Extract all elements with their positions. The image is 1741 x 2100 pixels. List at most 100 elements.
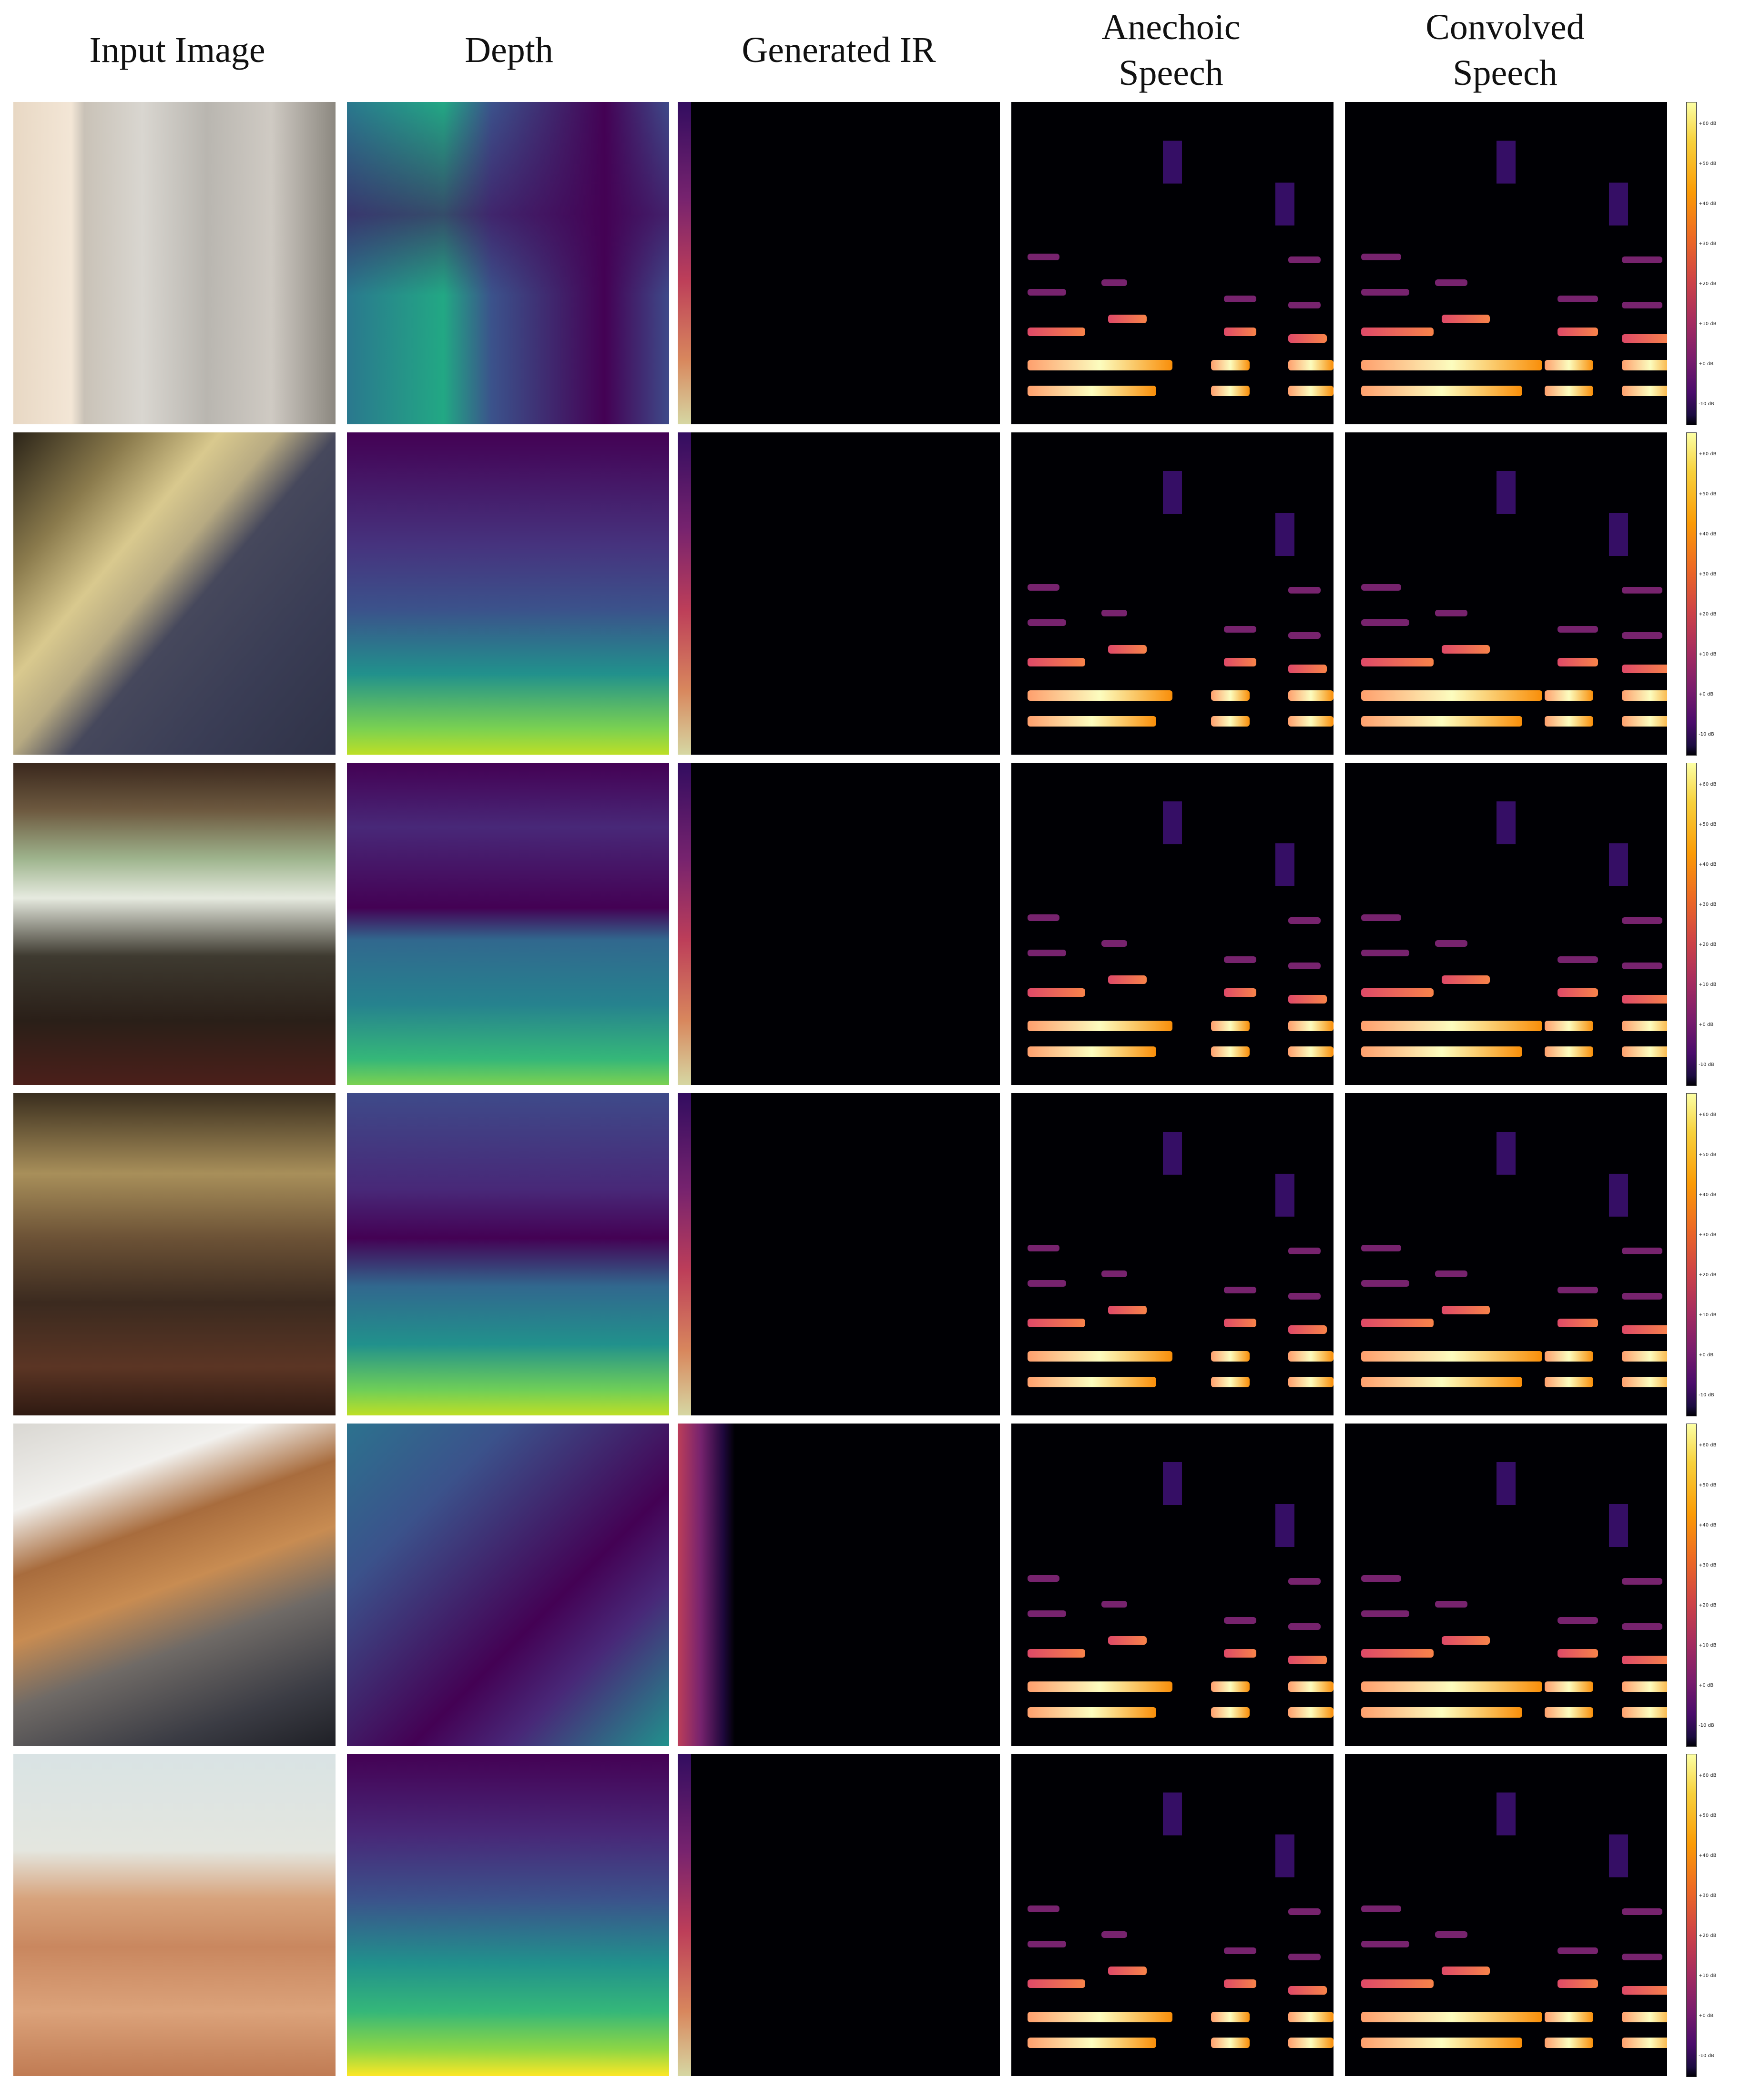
colorbar xyxy=(1686,1424,1697,1747)
anechoic-spectrogram xyxy=(1011,102,1334,424)
spectrogram-band xyxy=(1211,1020,1250,1031)
depth-map xyxy=(347,1093,669,1415)
spectrogram-band xyxy=(1027,658,1086,667)
spectrogram-band xyxy=(1558,295,1598,302)
colorbar-tick-label: -10 dB xyxy=(1699,2053,1714,2059)
spectrogram-band xyxy=(1211,1681,1250,1692)
spectrogram-band xyxy=(1558,1649,1598,1658)
colorbar-tick-label: +20 dB xyxy=(1699,612,1717,617)
spectrogram-band xyxy=(1108,1967,1147,1976)
colorbar-tick-label: -10 dB xyxy=(1699,1062,1714,1067)
spectrogram-band xyxy=(1027,328,1086,337)
spectrogram-band xyxy=(1288,302,1321,309)
spectrogram-band xyxy=(1361,914,1402,921)
colorbar-ticks: +60 dB +50 dB +40 dB +30 dB +20 dB +10 dB +0 d… xyxy=(1699,432,1727,755)
spectrogram-band xyxy=(1288,334,1327,343)
spectrogram-band xyxy=(1622,1986,1667,1995)
spectrogram-band xyxy=(1545,1707,1593,1718)
spectrogram-band xyxy=(1361,690,1543,701)
spectrogram-band xyxy=(1361,584,1402,591)
colorbar-tick-label: +0 dB xyxy=(1699,361,1714,367)
spectrogram-band xyxy=(1545,1681,1593,1692)
spectrogram-band xyxy=(1224,658,1256,667)
spectrogram-band xyxy=(1361,988,1434,997)
spectrogram-band xyxy=(1622,587,1662,594)
spectrogram-band xyxy=(1622,963,1662,970)
spectrogram-band xyxy=(1027,1351,1172,1362)
spectrogram-band xyxy=(1027,289,1066,296)
colorbar-tick-label: +60 dB xyxy=(1699,782,1717,787)
spectrogram-band xyxy=(1361,1351,1543,1362)
generated-ir xyxy=(678,763,1000,1085)
spectrogram-band xyxy=(1027,716,1157,727)
spectrogram-band xyxy=(1108,645,1147,654)
generated-ir-tile xyxy=(678,432,1000,755)
spectrogram-band xyxy=(1288,1623,1321,1630)
input-image-tile xyxy=(13,432,336,755)
spectrogram-band xyxy=(1441,1306,1490,1315)
spectrogram-band xyxy=(1622,334,1667,343)
spectrogram-band xyxy=(1441,1967,1490,1976)
spectrogram-band xyxy=(1211,2037,1250,2048)
spectrogram-band xyxy=(1288,1325,1327,1334)
spectrogram-band xyxy=(1224,1286,1256,1293)
ir-energy-strip xyxy=(678,1754,691,2076)
spectrogram-band xyxy=(1288,1046,1334,1057)
colorbar-tick-label: +10 dB xyxy=(1699,1973,1717,1978)
spectrogram-band xyxy=(1224,1319,1256,1328)
colorbar-tick-label: +60 dB xyxy=(1699,451,1717,457)
anechoic-spectrogram-tile xyxy=(1011,432,1334,755)
colorbar-tick-label: +20 dB xyxy=(1699,1933,1717,1938)
spectrogram-band xyxy=(1224,1649,1256,1658)
spectrogram-band xyxy=(1361,1649,1434,1658)
input-image xyxy=(13,432,336,755)
anechoic-spectrogram-tile xyxy=(1011,763,1334,1085)
generated-ir-tile xyxy=(678,1754,1000,2076)
generated-ir-tile xyxy=(678,1424,1000,1746)
convolved-spectrogram xyxy=(1345,432,1667,755)
spectrogram-band xyxy=(1211,1707,1250,1718)
colorbar-ticks: +60 dB +50 dB +40 dB +30 dB +20 dB +10 dB +0 d… xyxy=(1699,102,1727,424)
spectrogram-blob xyxy=(1496,141,1516,184)
spectrogram-band xyxy=(1558,1947,1598,1954)
spectrogram-band xyxy=(1622,1578,1662,1585)
spectrogram-band xyxy=(1558,625,1598,633)
spectrogram-band xyxy=(1288,690,1334,701)
spectrogram-band xyxy=(1027,1610,1066,1618)
spectrogram-band xyxy=(1211,690,1250,701)
colorbar-tick-label: +10 dB xyxy=(1699,652,1717,657)
colorbar xyxy=(1686,763,1697,1086)
spectrogram-band xyxy=(1622,256,1662,264)
spectrogram-blob xyxy=(1275,1504,1295,1547)
spectrogram-band xyxy=(1622,664,1667,673)
anechoic-spectrogram xyxy=(1011,763,1334,1085)
spectrogram-band xyxy=(1361,1905,1402,1912)
anechoic-spectrogram xyxy=(1011,1093,1334,1415)
spectrogram-band xyxy=(1622,1248,1662,1255)
spectrogram-band xyxy=(1027,2037,1157,2048)
colorbar-tick-label: +40 dB xyxy=(1699,862,1717,867)
spectrogram-band xyxy=(1361,950,1410,957)
spectrogram-band xyxy=(1622,1623,1662,1630)
colorbar-tick-label: +50 dB xyxy=(1699,161,1717,166)
spectrogram-band xyxy=(1027,584,1060,591)
spectrogram-blob xyxy=(1609,843,1629,886)
input-image xyxy=(13,1754,336,2076)
spectrogram-band xyxy=(1101,1931,1128,1938)
ir-energy-strip xyxy=(678,102,691,424)
colorbar-tick-label: -10 dB xyxy=(1699,1723,1714,1728)
spectrogram-band xyxy=(1288,1578,1321,1585)
spectrogram-band xyxy=(1224,956,1256,963)
spectrogram-band xyxy=(1435,1931,1467,1938)
input-image xyxy=(13,1424,336,1746)
spectrogram-blob xyxy=(1609,1834,1629,1877)
spectrogram-band xyxy=(1211,2011,1250,2022)
depth-map xyxy=(347,763,669,1085)
colorbar-tick-label: +40 dB xyxy=(1699,532,1717,537)
spectrogram-band xyxy=(1622,1954,1662,1961)
spectrogram-blob xyxy=(1609,1174,1629,1217)
spectrogram-band xyxy=(1288,1351,1334,1362)
spectrogram-band xyxy=(1211,359,1250,370)
spectrogram-band xyxy=(1224,328,1256,337)
depth-map xyxy=(347,432,669,755)
